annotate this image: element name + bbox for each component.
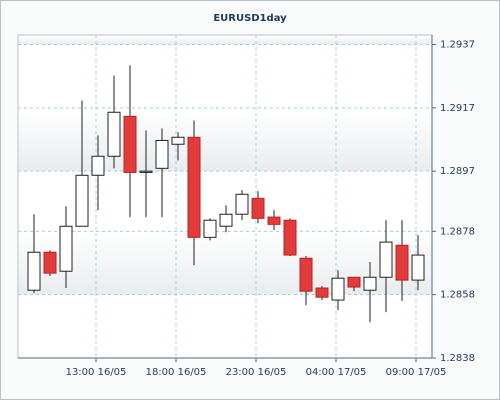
- candle-body: [331, 277, 345, 301]
- x-tick-label: 04:00 17/05: [306, 367, 367, 378]
- candle-body: [363, 276, 377, 291]
- candle-body: [155, 139, 169, 169]
- plot-band: [18, 107, 432, 172]
- candle-body: [411, 254, 425, 281]
- candle-body: [107, 111, 121, 157]
- candle-body: [91, 155, 105, 176]
- x-tick-label: 18:00 16/05: [146, 367, 207, 378]
- candle-body: [187, 136, 201, 238]
- plot-band: [18, 231, 432, 295]
- candle-body: [315, 287, 329, 298]
- y-tick-label: 1.2917: [440, 103, 475, 114]
- candle-body: [235, 193, 249, 215]
- y-tick-label: 1.2878: [440, 226, 475, 237]
- candle-body: [171, 136, 185, 145]
- x-tick-label: 09:00 17/05: [386, 367, 447, 378]
- candle-body: [27, 251, 41, 291]
- y-tick-label: 1.2838: [440, 353, 475, 364]
- x-tick-label: 13:00 16/05: [66, 367, 127, 378]
- candle-body: [139, 170, 153, 173]
- candle-body: [123, 115, 137, 173]
- candle-body: [379, 241, 393, 278]
- y-tick-label: 1.2858: [440, 290, 475, 301]
- y-tick-label: 1.2937: [440, 40, 475, 51]
- y-tick-label: 1.2897: [440, 166, 475, 177]
- candle-body: [347, 276, 361, 288]
- candle-body: [75, 174, 89, 227]
- plot-band: [18, 35, 432, 45]
- candle-body: [43, 251, 57, 274]
- candle-body: [299, 257, 313, 292]
- x-tick-label: 23:00 16/05: [226, 367, 287, 378]
- candle-body: [267, 216, 281, 225]
- candle-body: [59, 225, 73, 272]
- candle-body: [219, 213, 233, 227]
- candle-body: [283, 219, 297, 256]
- chart-title: EURUSD1day: [213, 13, 287, 24]
- candle-body: [203, 219, 217, 238]
- candle-body: [395, 244, 409, 281]
- candle-body: [251, 197, 265, 219]
